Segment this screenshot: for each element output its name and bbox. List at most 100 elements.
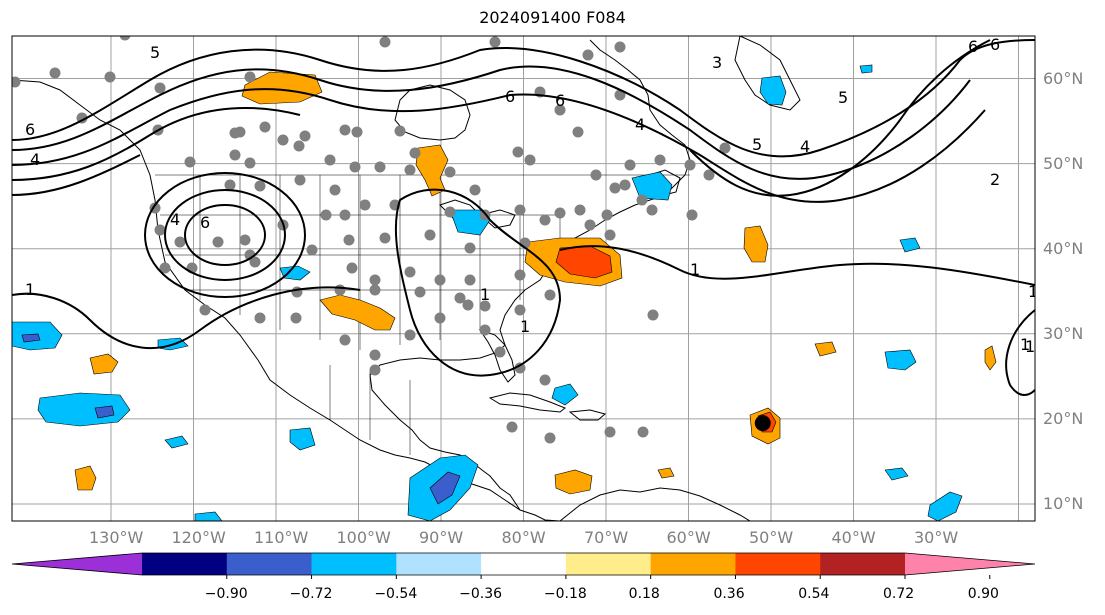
station-dot	[462, 299, 474, 311]
lon-tick-label: 130°W	[89, 528, 144, 547]
anomaly-patch	[429, 471, 461, 505]
contour-label: 6	[505, 87, 515, 106]
lat-tick-label: 50°N	[1043, 153, 1084, 173]
station-dot	[604, 229, 616, 241]
anomaly-patch	[859, 64, 873, 74]
contour-line-jet	[12, 39, 1035, 158]
contour-label: 6	[990, 35, 1000, 54]
contour-line-east-edge	[1005, 309, 1035, 396]
station-dot	[369, 284, 381, 296]
station-dot	[514, 304, 526, 316]
colorbar-tick-label: 0.36	[713, 586, 745, 602]
station-dot	[494, 346, 506, 358]
station-dot	[619, 179, 631, 191]
station-dot	[239, 234, 251, 246]
anomaly-shading	[12, 64, 997, 521]
anomaly-patch	[899, 237, 921, 253]
contour-label: 6	[968, 37, 978, 56]
anomaly-patch	[241, 71, 323, 105]
anomaly-patch	[555, 245, 613, 279]
station-dot	[290, 312, 302, 324]
lon-tick-label: 70°W	[584, 528, 629, 547]
station-dot	[119, 36, 131, 41]
station-dot	[574, 204, 586, 216]
station-dot	[224, 179, 236, 191]
station-dot	[444, 166, 456, 178]
colorbar-tick-label: 0.72	[883, 586, 915, 602]
station-dot	[394, 125, 406, 137]
station-dot	[404, 329, 416, 341]
station-dot	[374, 161, 386, 173]
lon-tick-label: 120°W	[171, 528, 226, 547]
cutoff-low-ring-3	[144, 172, 306, 298]
contour-label: 5	[150, 43, 160, 62]
north-america-coast	[12, 39, 691, 521]
station-dot	[684, 159, 696, 171]
station-dot	[369, 349, 381, 361]
station-dot	[244, 71, 256, 83]
south-america-coast	[559, 487, 751, 521]
anomaly-patch	[94, 405, 115, 419]
station-dot	[512, 146, 524, 158]
colorbar-tick-label: −0.18	[543, 586, 587, 602]
lon-tick-label: 100°W	[336, 528, 391, 547]
station-dot	[424, 229, 436, 241]
station-dot	[464, 242, 476, 254]
colorbar-segment	[311, 553, 397, 575]
station-dot	[624, 159, 636, 171]
station-dot	[609, 182, 621, 194]
contour-label: 6	[200, 213, 210, 232]
station-dot	[654, 154, 666, 166]
station-dot	[719, 142, 731, 154]
station-dot	[199, 304, 211, 316]
colorbar-segment	[142, 553, 228, 575]
anomaly-patch	[289, 427, 316, 451]
station-dot	[434, 274, 446, 286]
station-dot	[254, 312, 266, 324]
station-dot	[404, 266, 416, 278]
colorbar-over-extension	[905, 553, 1035, 575]
station-dot	[379, 232, 391, 244]
anomaly-patch	[884, 349, 917, 371]
station-dot	[234, 126, 246, 138]
station-dot	[293, 140, 305, 152]
map-frame	[11, 35, 1036, 522]
station-dot	[184, 156, 196, 168]
station-dot	[479, 300, 491, 312]
lon-tick-label: 30°W	[914, 528, 959, 547]
station-dot	[582, 49, 594, 61]
lon-tick-label: 90°W	[419, 528, 464, 547]
contour-label: 1	[1020, 335, 1030, 354]
station-dot	[601, 209, 613, 221]
colorbar-tick-label: −0.72	[289, 586, 333, 602]
contour-line-4	[12, 106, 301, 181]
contour-line-north-atlantic	[689, 39, 991, 197]
contour-line-atlantic	[559, 245, 1035, 286]
station-dot	[343, 234, 355, 246]
station-dot	[154, 224, 166, 236]
colorbar-outline	[11, 552, 1036, 576]
station-dot	[299, 130, 311, 142]
station-dot	[159, 262, 171, 274]
station-dot	[454, 292, 466, 304]
cutoff-low-ring-1	[184, 204, 266, 266]
station-dot	[346, 262, 358, 274]
lat-tick-label: 20°N	[1043, 408, 1084, 428]
lon-tick-label: 50°W	[749, 528, 794, 547]
anomaly-patch	[984, 345, 997, 371]
station-dot	[334, 284, 346, 296]
station-dot	[514, 362, 526, 374]
station-dot	[544, 289, 556, 301]
map-title: 2024091400 F084	[479, 8, 626, 27]
colorbar-tick-label: −0.90	[204, 586, 248, 602]
colorbar-segment	[481, 553, 567, 575]
contour-label: 4	[170, 210, 180, 229]
anomaly-patch	[89, 353, 119, 375]
anomaly-patch	[759, 75, 787, 106]
station-dot	[590, 169, 602, 181]
station-dot	[554, 207, 566, 219]
anomaly-patch	[551, 383, 579, 406]
station-dot	[404, 164, 416, 176]
station-dot	[379, 36, 391, 48]
